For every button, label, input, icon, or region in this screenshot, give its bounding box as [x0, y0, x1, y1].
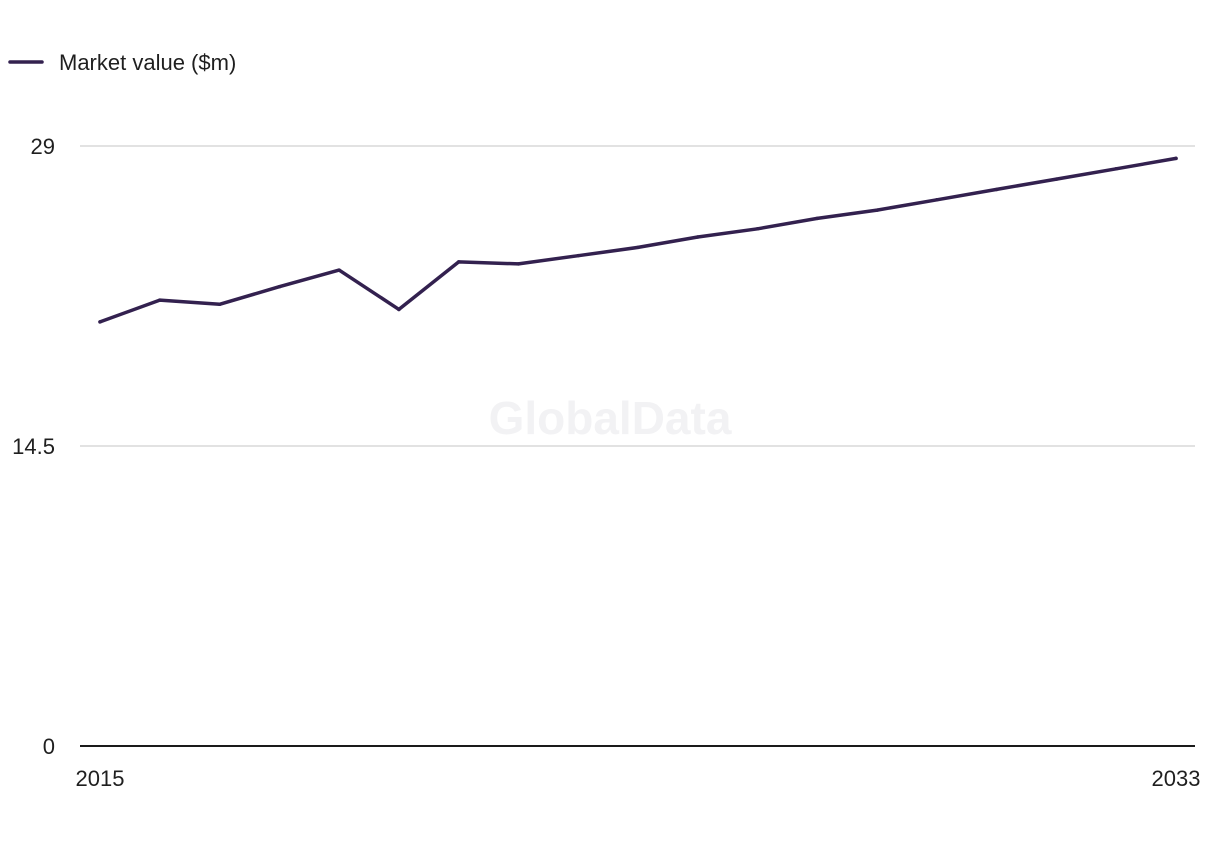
data-point	[337, 268, 341, 272]
data-point	[98, 320, 102, 324]
legend-label-market-value: Market value ($m)	[59, 50, 236, 75]
data-point	[755, 227, 760, 231]
data-point	[696, 235, 700, 239]
gridlines	[80, 145, 1195, 747]
data-point	[397, 307, 401, 312]
series-layer	[98, 156, 1178, 324]
y-axis-tick-labels: 0 14.5 29	[12, 134, 55, 759]
x-tick-label: 2033	[1152, 766, 1201, 791]
x-axis-tick-labels: 2015 2033	[76, 766, 1201, 791]
watermark-logo: GlobalData	[489, 392, 732, 444]
data-point	[576, 253, 580, 258]
data-point	[815, 216, 820, 221]
data-point	[456, 260, 461, 264]
data-point	[217, 302, 222, 307]
data-point	[516, 262, 521, 266]
data-point	[1174, 156, 1178, 161]
series-line-market-value	[98, 156, 1178, 324]
data-point	[277, 284, 282, 289]
data-point	[1114, 167, 1118, 171]
data-point	[1054, 177, 1059, 181]
y-tick-label: 0	[43, 734, 55, 759]
y-tick-label: 29	[31, 134, 55, 159]
data-point	[875, 208, 879, 212]
data-point	[636, 245, 640, 250]
data-point	[158, 298, 162, 302]
data-point	[935, 198, 939, 202]
data-point	[994, 187, 999, 192]
y-tick-label: 14.5	[12, 434, 55, 459]
legend: Market value ($m)	[8, 50, 236, 75]
x-tick-label: 2015	[76, 766, 125, 791]
